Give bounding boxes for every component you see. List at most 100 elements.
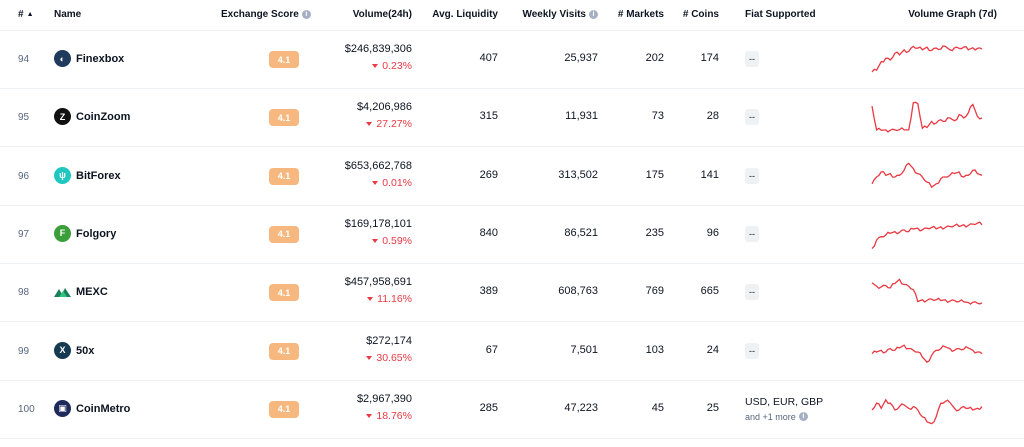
info-icon[interactable]: i	[301, 10, 311, 19]
bitforex-logo-icon[interactable]: ψ	[54, 166, 71, 184]
volume-sparkline	[871, 101, 983, 134]
volume-sparkline	[871, 398, 983, 425]
visits-header[interactable]: Weekly Visits i	[522, 9, 598, 20]
info-icon[interactable]: i	[589, 10, 598, 19]
table-row[interactable]: 95 Z CoinZoom 4.1 $4,206,986 27.27% 315 …	[0, 89, 1024, 148]
rank-header[interactable]: # ▲	[18, 9, 34, 20]
markets-value: 45	[651, 401, 664, 414]
exchange-name-link[interactable]: Finexbox	[76, 53, 125, 65]
sort-caret-icon[interactable]: ▲	[26, 11, 34, 18]
coins-header[interactable]: # Coins	[683, 9, 719, 20]
visits-value: 47,223	[564, 401, 598, 414]
visits-value: 25,937	[564, 52, 598, 64]
coins-value: 28	[706, 110, 719, 123]
table-row[interactable]: 96 ψ BitForex 4.1 $653,662,768 0.01% 269…	[0, 148, 1024, 206]
score-header-label: Exchange Score	[221, 9, 299, 20]
rank-header-label: #	[18, 9, 24, 20]
table-row[interactable]: 98 MEXC 4.1 $457,958,691 11.16% 389 608,…	[0, 264, 1024, 323]
fiat-badge: --	[745, 225, 759, 242]
coins-value: 25	[706, 401, 719, 414]
coinzoom-logo-icon[interactable]: Z	[54, 108, 71, 126]
fiat-list: USD, EUR, GBP	[745, 395, 824, 408]
info-icon[interactable]: i	[798, 412, 808, 422]
coins-value: 665	[700, 285, 719, 298]
rank: 98	[18, 287, 30, 299]
caret-down-icon	[367, 297, 374, 302]
volume-header[interactable]: Volume(24h)	[353, 9, 412, 20]
name-header-label: Name	[54, 9, 82, 20]
sparkline-path	[871, 398, 983, 425]
table-row[interactable]: 99 X 50x 4.1 $272,174 30.65% 67 7,501 10…	[0, 323, 1024, 381]
markets-value: 769	[645, 285, 664, 298]
table-row[interactable]: 94 ◐ Finexbox 4.1 $246,839,306 0.23% 407…	[0, 31, 1024, 89]
visits-header-label: Weekly Visits	[522, 9, 586, 20]
volume-change-value: 0.23%	[382, 60, 412, 72]
volume-change: 0.59%	[372, 235, 412, 247]
coins-value: 174	[700, 52, 719, 64]
fiat-more-link[interactable]: and +1 more i	[745, 412, 808, 422]
fiat-badge: --	[745, 109, 759, 126]
caret-down-icon	[372, 180, 379, 185]
markets-value: 202	[645, 52, 664, 64]
coinmetro-logo-icon[interactable]: ▣	[54, 399, 71, 417]
volume-sparkline	[871, 278, 983, 306]
volume-change: 30.65%	[366, 352, 412, 364]
visits-value: 7,501	[570, 343, 598, 356]
score-badge: 4.1	[269, 284, 299, 302]
graph-header: Volume Graph (7d)	[908, 9, 997, 20]
volume-change-value: 11.16%	[377, 293, 412, 306]
visits-value: 86,521	[564, 226, 598, 239]
caret-down-icon	[372, 64, 379, 68]
liquidity-header-label: Avg. Liquidity	[432, 9, 498, 20]
volume-change: 0.23%	[372, 60, 412, 72]
markets-value: 175	[645, 168, 664, 181]
rank: 100	[18, 403, 35, 415]
liquidity-value: 840	[479, 226, 498, 239]
table-header: # ▲ Name Exchange Score i Volume(24h) Avg.…	[0, 0, 1024, 31]
caret-down-icon	[366, 355, 373, 360]
volume-change: 27.27%	[366, 118, 412, 130]
liquidity-value: 315	[479, 110, 498, 123]
caret-down-icon	[366, 122, 373, 127]
rank: 99	[18, 345, 30, 357]
rank: 95	[18, 112, 30, 124]
visits-value: 313,502	[558, 168, 598, 181]
volume-value: $272,174	[366, 334, 412, 347]
volume-sparkline	[871, 221, 983, 249]
rank: 94	[18, 54, 30, 65]
exchange-name-link[interactable]: Folgory	[76, 227, 117, 240]
markets-header[interactable]: # Markets	[618, 9, 664, 20]
volume-header-label: Volume(24h)	[352, 9, 412, 20]
fiftyx-logo-icon[interactable]: X	[54, 341, 71, 359]
volume-change: 18.76%	[366, 410, 412, 422]
liquidity-header[interactable]: Avg. Liquidity	[432, 9, 498, 20]
table-row[interactable]: 97 F Folgory 4.1 $169,178,101 0.59% 840 …	[0, 206, 1024, 264]
mexc-logo-icon[interactable]	[54, 283, 71, 301]
caret-down-icon	[366, 413, 373, 418]
liquidity-value: 285	[479, 401, 498, 414]
volume-change-value: 18.76%	[376, 409, 412, 422]
markets-value: 103	[645, 343, 664, 356]
exchange-name-link[interactable]: 50x	[76, 344, 95, 357]
rank: 97	[18, 228, 30, 240]
score-header[interactable]: Exchange Score i	[221, 9, 311, 20]
liquidity-value: 389	[479, 285, 498, 298]
fiat-badge: --	[745, 51, 759, 67]
score-badge: 4.1	[269, 400, 299, 418]
volume-value: $169,178,101	[344, 217, 412, 230]
liquidity-value: 269	[479, 168, 498, 181]
exchange-name-link[interactable]: CoinMetro	[76, 402, 131, 415]
name-header[interactable]: Name	[54, 9, 81, 20]
exchange-name-link[interactable]: MEXC	[76, 286, 108, 299]
volume-change-value: 0.59%	[382, 234, 412, 247]
liquidity-value: 67	[485, 343, 498, 356]
folgory-logo-icon[interactable]: F	[54, 224, 71, 242]
table-row[interactable]: 100 ▣ CoinMetro 4.1 $2,967,390 18.76% 28…	[0, 381, 1024, 439]
coins-header-label: # Coins	[682, 9, 719, 20]
finexbox-logo-icon[interactable]: ◐	[54, 50, 71, 67]
markets-header-label: # Markets	[617, 9, 664, 20]
liquidity-value: 407	[479, 52, 498, 64]
score-badge: 4.1	[269, 51, 299, 68]
exchange-name-link[interactable]: BitForex	[76, 169, 121, 182]
exchange-name-link[interactable]: CoinZoom	[76, 111, 131, 124]
